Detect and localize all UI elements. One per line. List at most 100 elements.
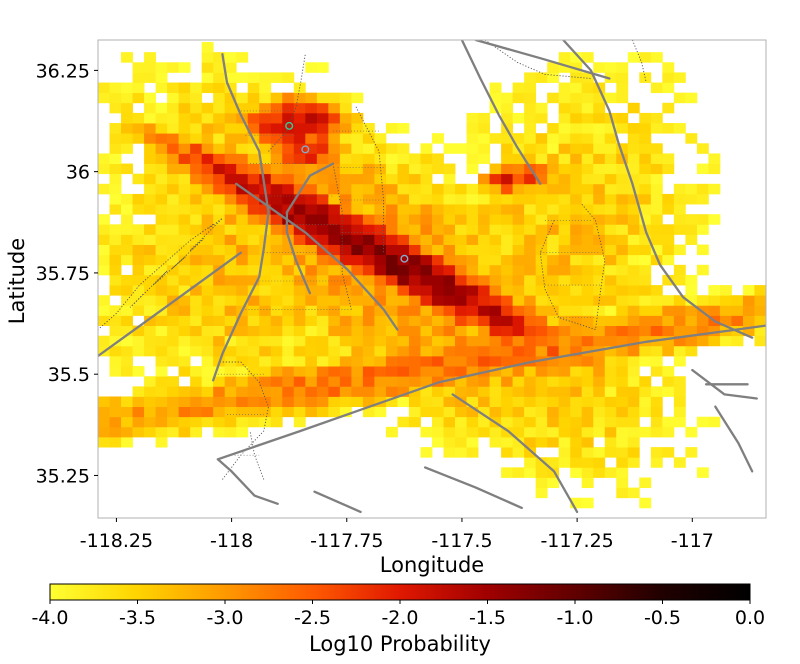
- heat-cell: [501, 436, 514, 448]
- station-marker: [400, 254, 409, 263]
- heat-cell: [570, 193, 583, 205]
- heat-cell: [109, 244, 122, 256]
- heat-cell: [190, 102, 203, 114]
- heat-cell: [604, 264, 617, 276]
- heat-cell: [639, 183, 652, 195]
- heat-cell: [201, 42, 214, 53]
- heat-cell: [328, 254, 341, 266]
- heat-cell: [328, 325, 341, 337]
- heat-cell: [224, 396, 237, 407]
- heat-cell: [408, 153, 421, 164]
- heat-cell: [213, 224, 226, 235]
- heat-cell: [339, 305, 352, 316]
- heat-cell: [132, 62, 145, 73]
- heat-cell: [443, 305, 456, 316]
- heat-cell: [616, 426, 629, 438]
- heat-cell: [190, 264, 203, 276]
- heat-cell: [305, 366, 318, 377]
- heat-cell: [535, 204, 548, 215]
- heat-cell: [604, 315, 617, 326]
- heat-cell: [627, 436, 640, 448]
- heat-cell: [489, 133, 502, 144]
- heat-cell: [385, 345, 398, 357]
- heat-cell: [616, 366, 629, 377]
- heat-cell: [339, 285, 352, 296]
- heat-cell: [639, 52, 652, 63]
- heat-cell: [339, 335, 352, 347]
- heat-cell: [224, 183, 237, 195]
- heat-cell: [351, 295, 364, 306]
- heat-cell: [455, 345, 467, 357]
- heat-cell: [270, 315, 283, 326]
- heat-cell: [443, 396, 456, 407]
- heat-cell: [236, 386, 249, 397]
- heat-cell: [339, 345, 352, 357]
- heat-cell: [547, 264, 560, 276]
- heat-cell: [351, 345, 364, 357]
- heat-cell: [109, 285, 122, 296]
- heat-cell: [535, 315, 548, 326]
- fault-trace: [235, 182, 399, 331]
- heat-cell: [224, 416, 237, 428]
- heat-cell: [512, 254, 525, 266]
- heat-cell: [155, 224, 168, 235]
- heat-cell: [639, 244, 652, 256]
- heat-cell: [213, 376, 226, 387]
- heat-cell: [466, 143, 479, 154]
- heat-cell: [662, 204, 675, 215]
- heat-cell: [524, 224, 537, 235]
- heat-cell: [696, 305, 709, 316]
- heat-cell: [374, 143, 387, 154]
- heat-cell: [466, 426, 479, 438]
- heat-cell: [408, 315, 421, 326]
- heat-cell: [259, 264, 272, 276]
- heat-cell: [121, 335, 133, 347]
- heat-cell: [293, 102, 306, 114]
- heat-cell: [489, 406, 502, 418]
- heat-cell: [305, 254, 318, 266]
- heat-cell: [224, 305, 237, 316]
- heat-cell: [270, 143, 283, 154]
- heat-cell: [121, 214, 133, 225]
- heat-cell: [478, 173, 490, 185]
- heat-cell: [178, 325, 191, 337]
- heat-cell: [362, 345, 375, 357]
- heat-cell: [558, 396, 571, 407]
- heat-cell: [455, 244, 467, 256]
- heat-cell: [420, 345, 433, 357]
- heat-cell: [408, 345, 421, 357]
- heat-cell: [420, 376, 433, 387]
- heat-cell: [155, 123, 168, 134]
- heat-cell: [455, 426, 467, 438]
- heat-cell: [236, 426, 249, 438]
- heat-cell: [443, 416, 456, 428]
- heat-cell: [616, 264, 629, 276]
- heat-cell: [339, 204, 352, 215]
- heat-cell: [581, 72, 594, 83]
- heat-cell: [190, 386, 203, 397]
- heat-cell: [466, 376, 479, 387]
- heat-cell: [581, 153, 594, 164]
- heat-cell: [466, 133, 479, 144]
- heat-cell: [627, 355, 640, 367]
- heat-cell: [547, 345, 560, 357]
- heat-cell: [558, 305, 571, 316]
- heat-cell: [282, 163, 295, 175]
- heat-cell: [650, 204, 663, 215]
- heat-cell: [109, 183, 122, 195]
- heat-cell: [570, 143, 583, 154]
- colorbar-tick-label: -1.5: [469, 607, 506, 629]
- heat-cell: [316, 345, 329, 357]
- heat-cell: [673, 355, 686, 367]
- heat-cell: [627, 102, 640, 114]
- heat-cell: [662, 295, 675, 306]
- heat-cell: [581, 244, 594, 256]
- heat-cell: [593, 447, 606, 458]
- heat-cell: [155, 386, 168, 397]
- heat-cell: [201, 406, 214, 418]
- heat-cell: [98, 153, 110, 164]
- heat-cell: [535, 386, 548, 397]
- heat-cell: [201, 366, 214, 377]
- heat-cell: [270, 153, 283, 164]
- heat-cell: [754, 295, 766, 306]
